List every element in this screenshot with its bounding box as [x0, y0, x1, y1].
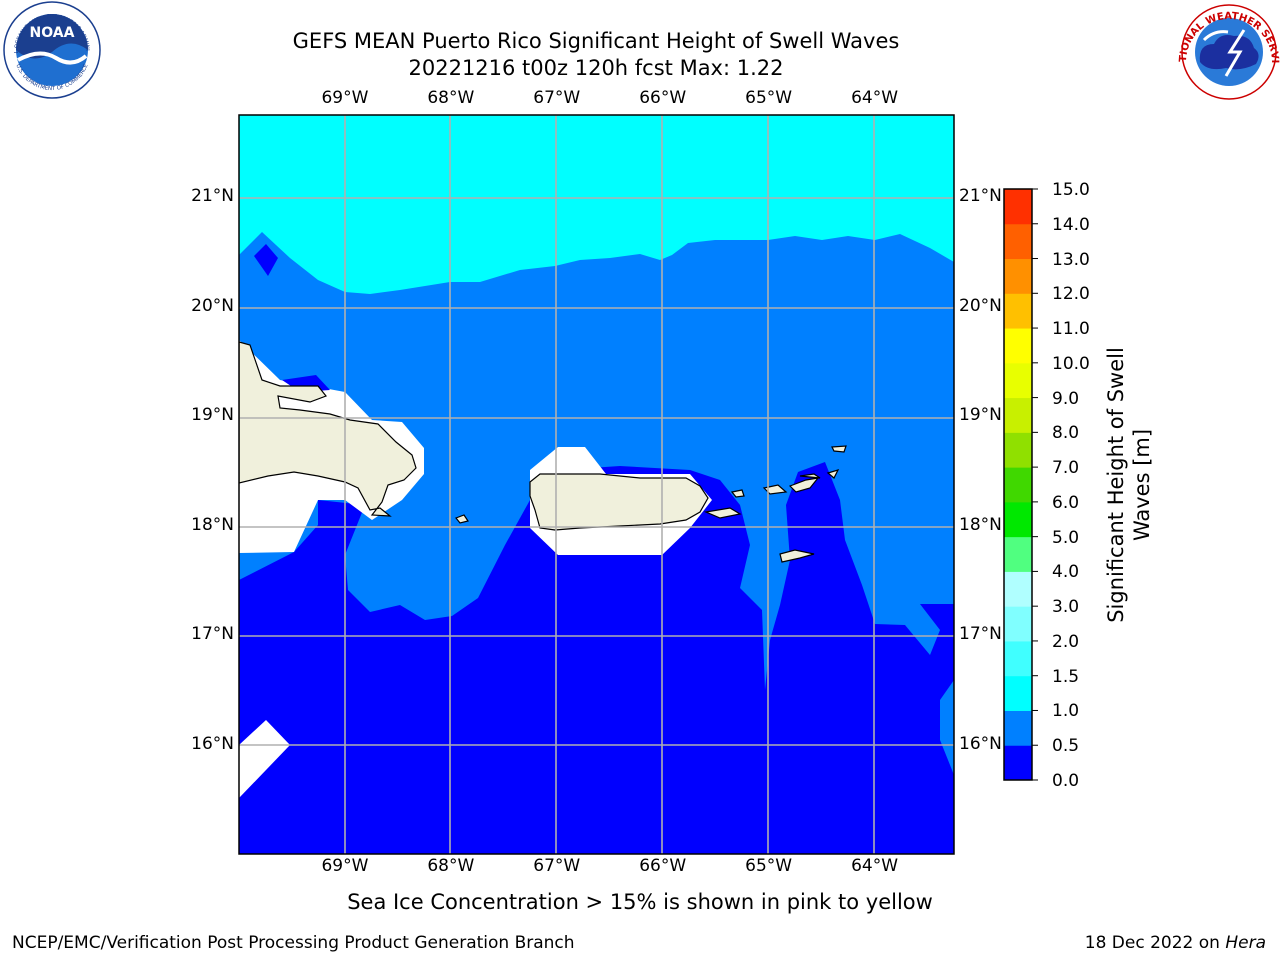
colorbar-tick-label: 6.0: [1052, 492, 1080, 513]
colorbar-tick-label: 3.0: [1052, 597, 1080, 618]
colorbar-swatch: [1004, 293, 1032, 329]
lon-tick-label-bottom: 66°W: [639, 856, 687, 876]
colorbar-swatch: [1004, 223, 1032, 260]
land-puerto-rico: [529, 473, 709, 531]
colorbar-swatch: [1004, 710, 1032, 746]
colorbar-tick-label: 1.0: [1052, 701, 1080, 722]
colorbar-tick-label: 12.0: [1052, 284, 1090, 305]
nws-logo-ring-text: NATIONAL WEATHER SERVICE: [0, 0, 1280, 63]
lat-tick-label-left: 19°N: [191, 405, 234, 426]
colorbar-swatch: [1004, 536, 1032, 572]
nws-logo: NATIONAL WEATHER SERVICE: [0, 0, 1280, 100]
colorbar-tick-label: 8.0: [1052, 423, 1080, 444]
map-area: [239, 115, 954, 854]
colorbar-swatch: [1004, 432, 1032, 468]
colorbar-swatch: [1004, 501, 1032, 538]
lat-tick-label-right: 19°N: [959, 405, 1002, 426]
colorbar-frame: [1003, 188, 1033, 781]
lat-tick-label-left: 20°N: [191, 295, 234, 316]
lon-tick-label-bottom: 65°W: [745, 856, 793, 876]
noaa-logo: NOAA NATIONAL OCEANIC AND ATMOSPHERIC AD…: [0, 0, 101, 99]
lat-tick-label-left: 17°N: [191, 624, 234, 645]
lon-tick-label-top: 66°W: [639, 88, 687, 108]
lat-tick-label-right: 20°N: [959, 295, 1002, 316]
lon-tick-label-top: 65°W: [745, 88, 793, 108]
colorbar-tick-label: 0.0: [1052, 771, 1080, 791]
lat-tick-label-right: 16°N: [959, 733, 1002, 754]
colorbar-swatch: [1004, 571, 1032, 607]
no-data-region: [239, 720, 290, 798]
colorbar-swatch: [1004, 640, 1032, 677]
colorbar-tick-label: 14.0: [1052, 214, 1090, 235]
lon-tick-label-bottom: 69°W: [321, 856, 369, 876]
sea-ice-note: Sea Ice Concentration > 15% is shown in …: [347, 890, 933, 914]
lat-tick-label-right: 21°N: [959, 186, 1002, 207]
colorbar-tick-label: 2.0: [1052, 631, 1080, 652]
lat-tick-label-left: 16°N: [191, 733, 234, 754]
colorbar-swatch: [1004, 745, 1032, 781]
colorbar-swatch: [1004, 258, 1032, 294]
colorbar-tick-label: 10.0: [1052, 353, 1090, 374]
map-title: GEFS MEAN Puerto Rico Significant Height…: [292, 29, 900, 53]
lon-tick-label-bottom: 68°W: [427, 856, 475, 876]
colorbar-title: Significant Height of Swell Waves [m]: [1104, 347, 1154, 623]
colorbar: [1003, 188, 1038, 781]
lon-tick-label-bottom: 67°W: [533, 856, 581, 876]
svg-text:NATIONAL WEATHER SERVICE: NATIONAL WEATHER SERVICE: [0, 0, 1280, 63]
lon-tick-label-top: 69°W: [321, 88, 369, 108]
lon-tick-label-top: 64°W: [851, 88, 899, 108]
gridlines: [239, 115, 954, 854]
colorbar-tick-label: 9.0: [1052, 388, 1080, 409]
colorbar-swatch: [1004, 328, 1032, 364]
colorbar-swatch: [1004, 467, 1032, 503]
lat-tick-label-left: 18°N: [191, 514, 234, 535]
footer-date: 18 Dec 2022 on Hera: [1084, 933, 1266, 953]
colorbar-tick-label: 11.0: [1052, 319, 1090, 340]
footer-branch: NCEP/EMC/Verification Post Processing Pr…: [12, 933, 575, 953]
colorbar-swatch: [1004, 397, 1032, 433]
colorbar-tick-label: 15.0: [1052, 180, 1090, 200]
colorbar-tick-label: 7.0: [1052, 458, 1080, 479]
colorbar-tick-label: 1.5: [1052, 666, 1080, 687]
footer-machine: Hera: [1225, 933, 1266, 953]
colorbar-swatch: [1004, 362, 1032, 399]
colorbar-tick-label: 0.5: [1052, 736, 1080, 757]
colorbar-tick-label: 4.0: [1052, 562, 1080, 583]
colorbar-swatch: [1004, 675, 1032, 711]
colorbar-tick-label: 5.0: [1052, 527, 1080, 548]
noaa-logo-text: NOAA: [30, 25, 75, 41]
map-frame: [238, 114, 955, 855]
lon-tick-label-top: 68°W: [427, 88, 475, 108]
colorbar-swatch: [1004, 606, 1032, 642]
colorbar-swatch: [1004, 189, 1032, 225]
swell-band-1.0-1.5: [239, 115, 954, 294]
lat-tick-label-right: 17°N: [959, 624, 1002, 645]
lat-tick-label-left: 21°N: [191, 186, 234, 207]
map-subtitle: 20221216 t00z 120h fcst Max: 1.22: [408, 56, 784, 80]
land-hispaniola: [239, 341, 417, 517]
lat-tick-label-right: 18°N: [959, 514, 1002, 535]
lon-tick-label-top: 67°W: [533, 88, 581, 108]
colorbar-tick-label: 13.0: [1052, 249, 1090, 270]
lon-tick-label-bottom: 64°W: [851, 856, 899, 876]
land-areas: [239, 341, 847, 563]
